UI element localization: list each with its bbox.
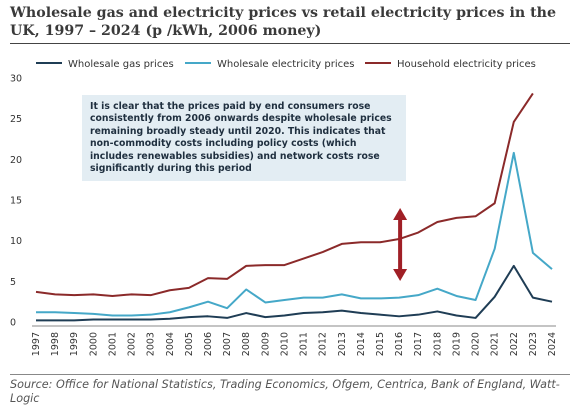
x-tick-label: 2024: [547, 332, 558, 356]
legend-label: Wholesale gas prices: [68, 59, 174, 70]
x-tick-label: 1998: [50, 332, 61, 356]
x-tick-label: 2016: [394, 332, 405, 356]
legend-label: Wholesale electricity prices: [217, 59, 355, 70]
x-tick-label: 1997: [31, 332, 42, 356]
chart-title: Wholesale gas and electricity prices vs …: [10, 4, 570, 44]
x-tick-label: 2014: [356, 332, 367, 356]
x-axis: 1997 1998 1999 2000 2001 2002 2003 2004 2005 2006…: [31, 325, 558, 356]
y-tick-label: 25: [10, 114, 22, 125]
x-tick-label: 2005: [184, 332, 195, 356]
x-tick-label: 2020: [471, 332, 482, 356]
x-tick-label: 2003: [146, 332, 157, 356]
series-line: [36, 264, 553, 322]
annotation-box: It is clear that the prices paid by end …: [82, 95, 406, 182]
y-tick-label: 10: [10, 236, 22, 247]
y-tick-label: 30: [10, 74, 22, 85]
legend: Wholesale gas prices Wholesale electricit…: [36, 59, 536, 70]
double-arrow-annotation: [393, 208, 408, 281]
x-tick-label: 2023: [528, 332, 539, 356]
x-tick-label: 2000: [88, 332, 99, 356]
legend-label: Household electricity prices: [397, 59, 536, 70]
x-tick-label: 2021: [490, 332, 501, 356]
arrow-head-down: [393, 269, 408, 281]
x-tick-label: 2010: [279, 332, 290, 356]
x-tick-label: 1999: [69, 332, 80, 356]
series-line: [35, 92, 534, 297]
arrow-head-up: [393, 208, 408, 220]
source-note: Source: Office for National Statistics, …: [10, 374, 570, 406]
x-tick-label: 2001: [107, 332, 118, 356]
x-tick-label: 2012: [318, 332, 329, 356]
x-tick-label: 2015: [375, 332, 386, 356]
y-tick-label: 0: [10, 318, 16, 329]
x-tick-label: 2007: [222, 332, 233, 356]
y-tick-label: 5: [10, 277, 16, 288]
x-tick-label: 2006: [203, 332, 214, 356]
x-tick-label: 2004: [165, 332, 176, 356]
y-tick-label: 20: [10, 155, 22, 166]
y-tick-label: 15: [10, 196, 22, 207]
line-chart: Wholesale gas prices Wholesale electricit…: [10, 59, 558, 356]
y-axis: 0 5 10 15 20 25 30: [10, 74, 22, 329]
x-tick-label: 2008: [241, 332, 252, 356]
series-line: [36, 151, 553, 317]
series-lines: [35, 92, 553, 322]
x-tick-label: 2009: [260, 332, 271, 356]
x-tick-label: 2022: [509, 332, 520, 356]
x-tick-label: 2019: [451, 332, 462, 356]
x-tick-label: 2002: [127, 332, 138, 356]
x-tick-label: 2013: [337, 332, 348, 356]
x-tick-label: 2011: [299, 332, 310, 356]
x-tick-label: 2017: [413, 332, 424, 356]
x-tick-label: 2018: [432, 332, 443, 356]
